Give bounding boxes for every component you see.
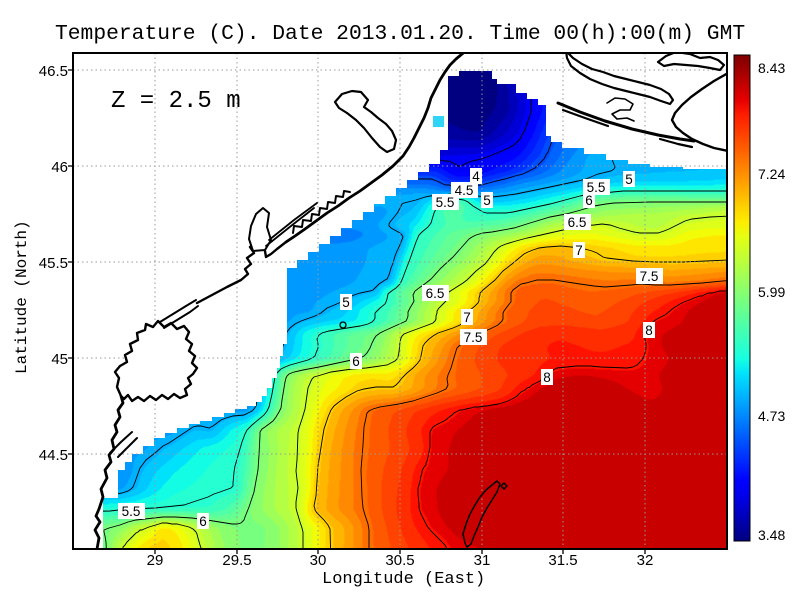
- svg-text:5.5: 5.5: [587, 180, 606, 195]
- svg-text:5.5: 5.5: [436, 195, 455, 210]
- svg-text:7.5: 7.5: [464, 330, 483, 345]
- svg-text:6: 6: [585, 193, 593, 208]
- svg-text:7.5: 7.5: [640, 269, 659, 284]
- svg-text:4.5: 4.5: [455, 183, 474, 198]
- svg-text:4: 4: [472, 169, 480, 184]
- svg-text:8: 8: [645, 323, 653, 338]
- svg-text:6.5: 6.5: [426, 286, 445, 301]
- svg-text:7: 7: [463, 310, 471, 325]
- svg-text:6: 6: [352, 354, 360, 369]
- svg-text:6: 6: [199, 514, 207, 529]
- svg-text:5: 5: [342, 295, 350, 310]
- svg-text:5.5: 5.5: [122, 504, 141, 519]
- svg-text:5: 5: [483, 193, 491, 208]
- svg-text:8: 8: [543, 370, 551, 385]
- svg-text:6.5: 6.5: [568, 215, 587, 230]
- svg-text:7: 7: [575, 243, 583, 258]
- svg-text:5: 5: [625, 172, 633, 187]
